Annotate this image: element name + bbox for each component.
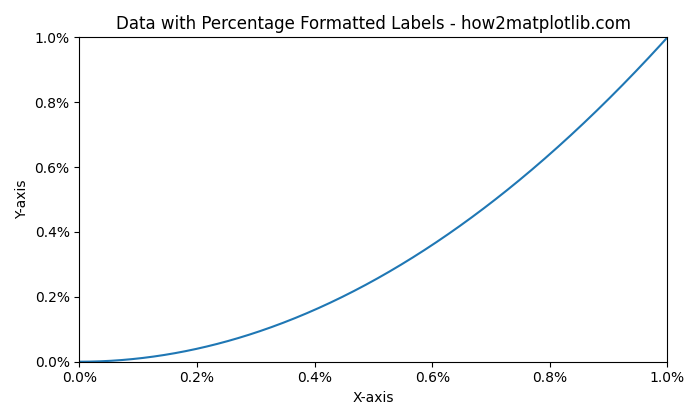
Title: Data with Percentage Formatted Labels - how2matplotlib.com: Data with Percentage Formatted Labels - … (116, 15, 631, 33)
X-axis label: X-axis: X-axis (353, 391, 394, 405)
Y-axis label: Y-axis: Y-axis (15, 180, 29, 219)
